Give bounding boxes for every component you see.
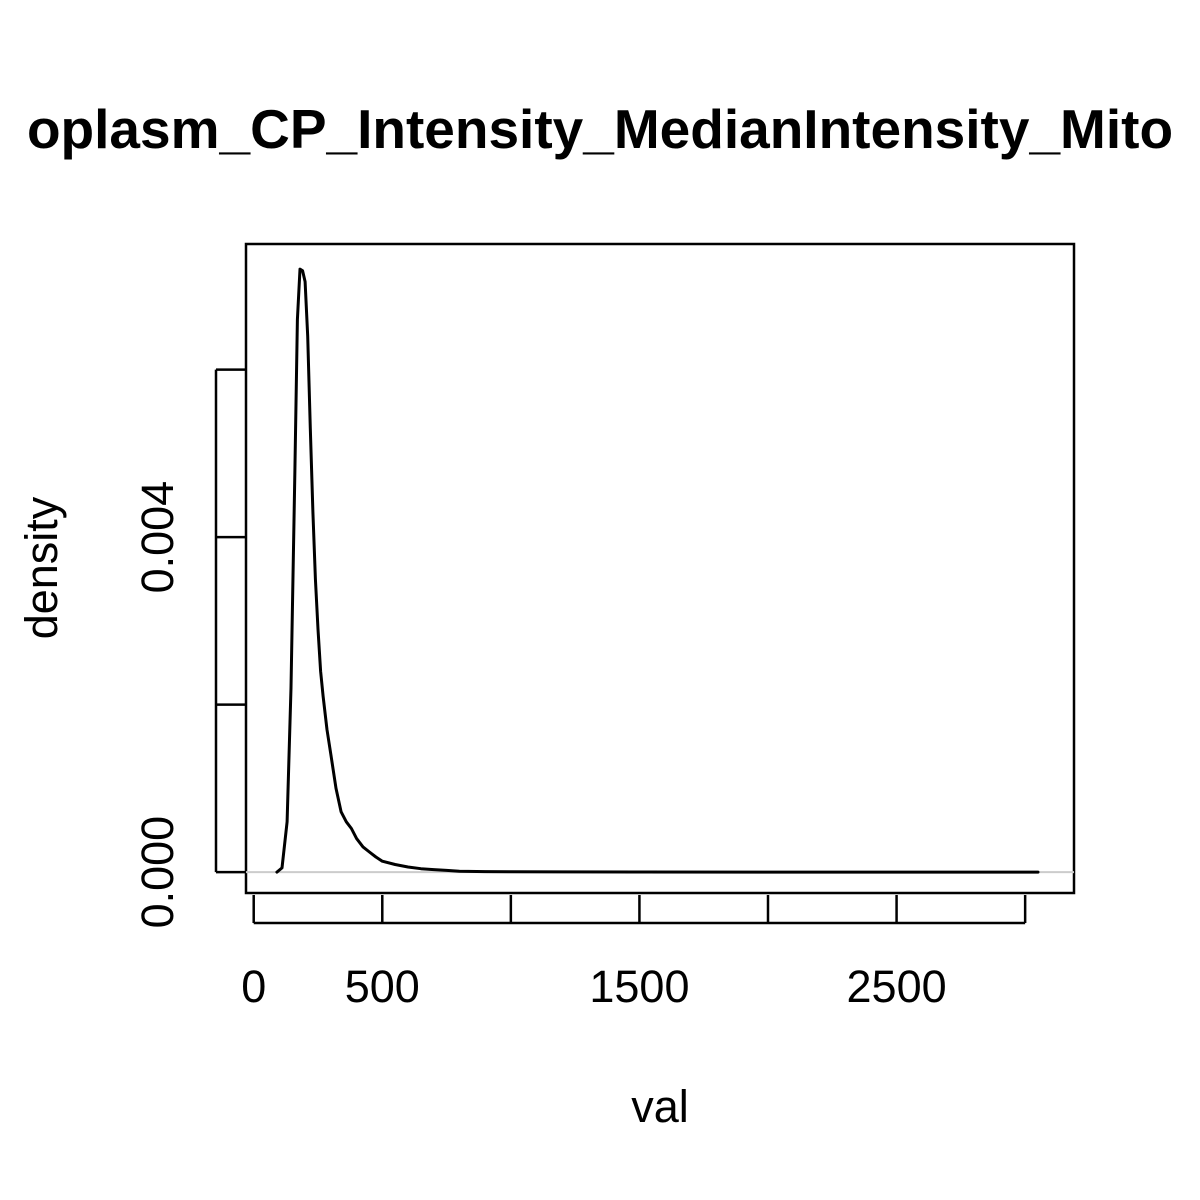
x-tick-label: 500 xyxy=(345,961,420,1012)
y-axis-label: density xyxy=(16,496,67,639)
density-curve xyxy=(275,267,1040,874)
x-tick-label: 1500 xyxy=(589,961,689,1012)
x-tick-label: 0 xyxy=(241,961,266,1012)
plot-frame xyxy=(244,242,1076,895)
x-axis: 0 500 1500 2500 xyxy=(241,895,1027,1012)
y-tick-label: 0.004 xyxy=(132,481,183,594)
x-axis-label: val xyxy=(631,1081,689,1132)
y-tick-label: 0.000 xyxy=(132,816,183,929)
x-tick-label: 2500 xyxy=(847,961,947,1012)
chart-title: oplasm_CP_Intensity_MedianIntensity_Mito xyxy=(27,98,1173,160)
y-axis: 0.000 0.004 xyxy=(132,368,246,929)
